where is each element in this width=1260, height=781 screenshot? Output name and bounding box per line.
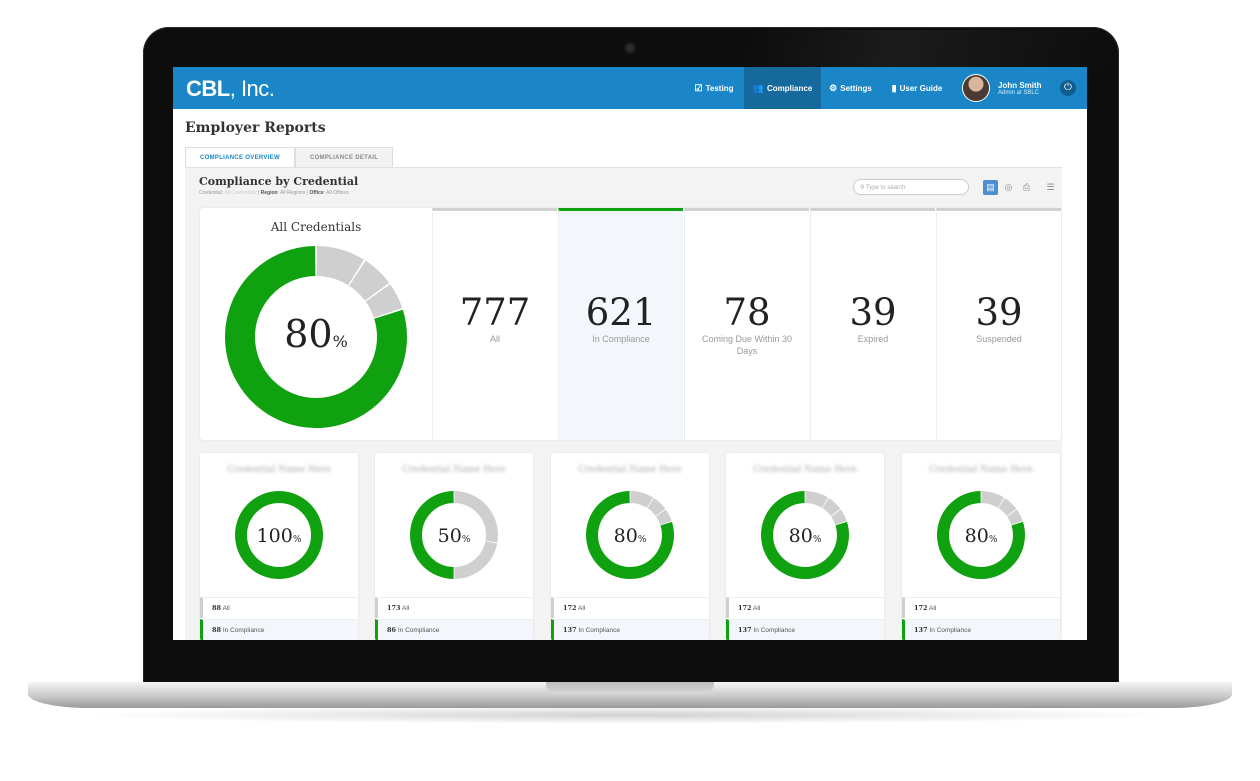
card-row-all[interactable]: 88 All: [200, 597, 358, 618]
nav-user-guide[interactable]: ▮ User Guide: [891, 82, 943, 93]
report-panel: Compliance by Credential Credential: All…: [185, 167, 1062, 640]
tab-compliance-detail[interactable]: COMPLIANCE DETAIL: [294, 147, 394, 168]
credential-donut: 100%: [235, 491, 323, 579]
gear-icon: ⚙: [829, 82, 838, 93]
svg-text:100%: 100%: [257, 525, 302, 547]
card-row-all[interactable]: 172 All: [902, 597, 1060, 618]
stat-in-compliance[interactable]: 621 In Compliance: [558, 208, 683, 440]
card-view-icon[interactable]: ▤: [983, 180, 998, 195]
top-navbar: CBL, Inc. ☑ Testing 👥 Compliance ⚙ Settings…: [173, 67, 1087, 109]
power-icon[interactable]: ⏻: [1060, 80, 1076, 96]
credential-card[interactable]: Credential Name Here 80% 172 All 137 In …: [726, 453, 884, 640]
globe-icon[interactable]: ◎: [1004, 182, 1013, 192]
donut-segment-compliant: [937, 491, 1025, 579]
webcam: [626, 44, 634, 52]
card-row-all[interactable]: 173 All: [375, 597, 533, 618]
donut-segment-other: [453, 491, 498, 543]
card-row-compliance[interactable]: 137 In Compliance: [551, 619, 709, 640]
credential-donut: 50%: [410, 491, 498, 579]
donut-segment-compliant: [586, 491, 674, 579]
donut-segment-compliant: [761, 491, 849, 579]
all-credentials-title: All Credentials: [270, 220, 362, 234]
donut-segment-other: [365, 284, 403, 319]
donut-segment-compliant: [225, 246, 407, 428]
stat-all[interactable]: 777 All: [432, 208, 557, 440]
donut-segment-other: [805, 491, 829, 508]
svg-text:80%: 80%: [789, 525, 822, 547]
donut-segment-other: [830, 509, 847, 526]
svg-text:80%: 80%: [614, 525, 647, 547]
laptop-notch: [546, 682, 714, 694]
credential-donut: 80%: [937, 491, 1025, 579]
search-input[interactable]: ⚲ Type to search: [853, 179, 969, 195]
card-row-compliance[interactable]: 86 In Compliance: [375, 619, 533, 640]
donut-segment-other: [998, 498, 1017, 517]
credential-name: Credential Name Here: [402, 465, 506, 475]
donut-segment-other: [655, 509, 672, 526]
donut-segment-other: [822, 498, 841, 517]
card-row-compliance[interactable]: 88 In Compliance: [200, 619, 358, 640]
all-credentials-panel: All Credentials 80%: [200, 208, 432, 440]
donut-segment-other: [981, 491, 1005, 508]
all-credentials-donut: 80%: [225, 246, 407, 428]
nav-compliance[interactable]: 👥 Compliance: [744, 67, 821, 109]
donut-segment-other: [315, 246, 364, 286]
section-title: Compliance by Credential: [199, 175, 359, 188]
donut-segment-other: [1006, 509, 1023, 526]
credential-card[interactable]: Credential Name Here 80% 172 All 137 In …: [902, 453, 1060, 640]
credential-name: Credential Name Here: [227, 465, 331, 475]
user-menu[interactable]: John Smith Admin at SBLC: [962, 74, 1042, 102]
nav-settings[interactable]: ⚙ Settings: [829, 82, 872, 93]
credential-card[interactable]: Credential Name Here 100% 88 All 88 In C…: [200, 453, 358, 640]
credential-donut: 80%: [761, 491, 849, 579]
donut-segment-other: [630, 491, 654, 508]
app-screen: CBL, Inc. ☑ Testing 👥 Compliance ⚙ Settings…: [173, 67, 1087, 640]
credential-name: Credential Name Here: [578, 465, 682, 475]
donut-segment-other: [348, 260, 390, 302]
stat-expired[interactable]: 39 Expired: [810, 208, 935, 440]
report-tabs: COMPLIANCE OVERVIEW COMPLIANCE DETAIL: [185, 147, 394, 168]
credential-card[interactable]: Credential Name Here 80% 172 All 137 In …: [551, 453, 709, 640]
card-row-all[interactable]: 172 All: [551, 597, 709, 618]
stat-coming-due[interactable]: 78 Coming Due Within 30 Days: [684, 208, 809, 440]
filter-summary: Credential: All Credentials | Region: Al…: [199, 190, 349, 196]
credential-donut: 80%: [586, 491, 674, 579]
donut-segment-other: [453, 540, 498, 579]
book-icon: ▮: [891, 82, 897, 93]
summary-card: All Credentials 80% 777 All 621 In Compl…: [200, 208, 1061, 440]
page-title: Employer Reports: [185, 120, 326, 136]
card-row-all[interactable]: 172 All: [726, 597, 884, 618]
donut-segment-compliant: [235, 491, 323, 579]
svg-text:50%: 50%: [438, 525, 471, 547]
company-logo[interactable]: CBL, Inc.: [186, 76, 275, 101]
svg-text:80%: 80%: [965, 525, 998, 547]
credential-name: Credential Name Here: [929, 465, 1033, 475]
filter-sliders-icon[interactable]: ☰: [1046, 182, 1055, 192]
stat-suspended[interactable]: 39 Suspended: [936, 208, 1061, 440]
screen-glare: [745, 30, 1117, 70]
card-row-compliance[interactable]: 137 In Compliance: [726, 619, 884, 640]
avatar: [962, 74, 990, 102]
checkbox-icon: ☑: [694, 82, 703, 93]
summary-percent: 80%: [284, 312, 348, 356]
tab-compliance-overview[interactable]: COMPLIANCE OVERVIEW: [185, 147, 295, 168]
credential-name: Credential Name Here: [753, 465, 857, 475]
user-name: John Smith: [998, 80, 1042, 90]
user-role: Admin at SBLC: [998, 89, 1040, 96]
group-icon: 👥: [752, 82, 764, 93]
print-icon[interactable]: ⎙: [1022, 182, 1031, 192]
search-icon: ⚲: [860, 185, 865, 191]
donut-segment-other: [647, 498, 666, 517]
laptop-shadow: [80, 706, 1180, 724]
donut-segment-compliant: [410, 491, 454, 579]
credential-card[interactable]: Credential Name Here 50% 173 All 86 In C…: [375, 453, 533, 640]
card-row-compliance[interactable]: 137 In Compliance: [902, 619, 1060, 640]
nav-testing[interactable]: ☑ Testing: [694, 82, 734, 93]
